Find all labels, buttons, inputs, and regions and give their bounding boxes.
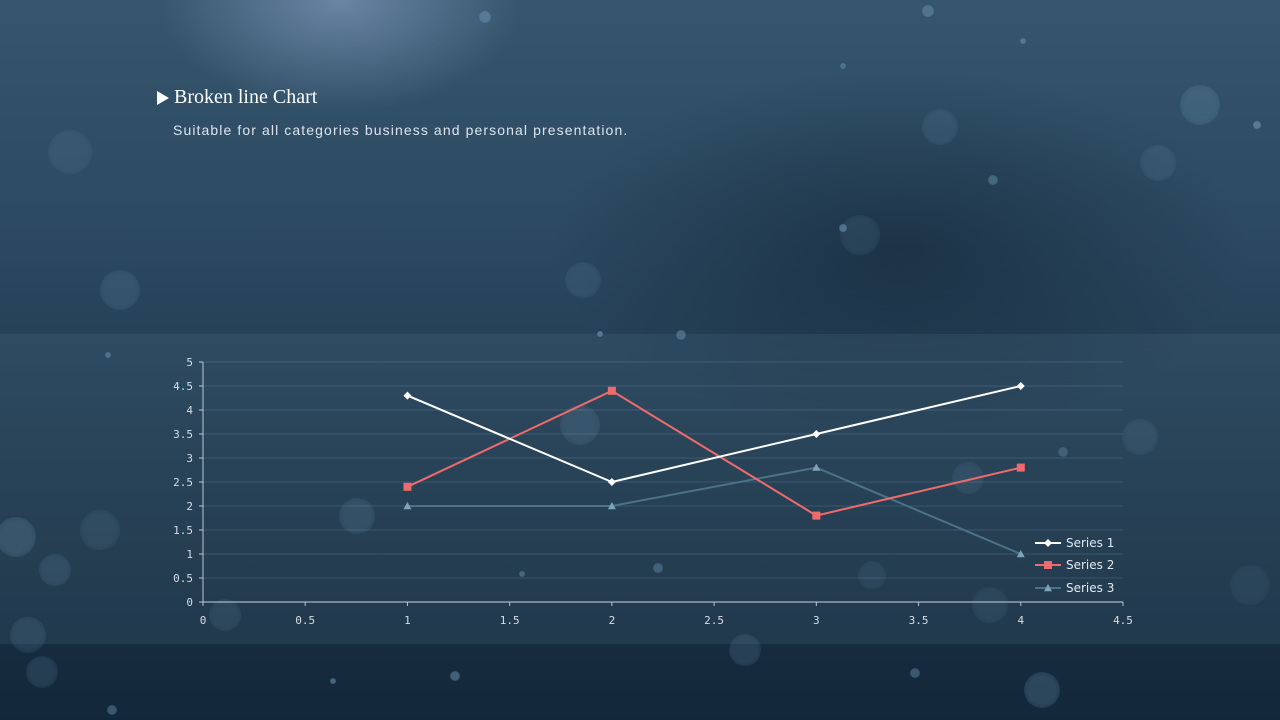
y-tick-label: 1.5 <box>173 524 193 537</box>
y-tick-label: 3 <box>186 452 193 465</box>
y-tick-label: 0 <box>186 596 193 609</box>
x-tick-label: 3 <box>813 614 820 627</box>
x-tick-label: 2.5 <box>704 614 724 627</box>
y-tick-label: 3.5 <box>173 428 193 441</box>
y-tick-label: 4 <box>186 404 193 417</box>
slide-header: Broken line Chart Suitable for all categ… <box>157 86 628 138</box>
legend-label-1: Series 1 <box>1066 536 1114 550</box>
legend-marker-2 <box>1044 561 1052 569</box>
x-tick-label: 1.5 <box>500 614 520 627</box>
series-2-point <box>403 482 412 491</box>
slide-title: Broken line Chart <box>174 86 318 108</box>
legend-marker-1 <box>1044 539 1052 547</box>
legend-label-2: Series 2 <box>1066 558 1114 572</box>
x-tick-label: 2 <box>609 614 616 627</box>
series-1-point <box>607 478 616 486</box>
x-tick-label: 1 <box>404 614 411 627</box>
series-line-1 <box>407 385 1022 483</box>
series-3-point <box>812 463 821 471</box>
y-tick-label: 1 <box>186 548 193 561</box>
title-row: Broken line Chart <box>157 86 628 109</box>
series-3-point <box>607 502 616 510</box>
series-1-point <box>812 430 821 438</box>
x-tick-label: 0.5 <box>295 614 315 627</box>
y-tick-label: 0.5 <box>173 572 193 585</box>
x-tick-label: 0 <box>200 614 207 627</box>
y-tick-label: 5 <box>186 356 193 369</box>
x-tick-label: 4.5 <box>1113 614 1133 627</box>
series-1-point <box>1016 382 1025 390</box>
y-tick-label: 4.5 <box>173 380 193 393</box>
series-3-point <box>1016 550 1025 558</box>
chart-band <box>0 334 1280 644</box>
series-line-3 <box>407 466 1022 555</box>
series-3-point <box>403 502 412 510</box>
series-2-point <box>812 511 821 520</box>
y-tick-label: 2 <box>186 500 193 513</box>
slide-subtitle: Suitable for all categories business and… <box>173 122 629 138</box>
x-tick-label: 4 <box>1017 614 1024 627</box>
play-triangle-icon <box>157 91 169 105</box>
series-2-point <box>1016 463 1025 472</box>
y-tick-label: 2.5 <box>173 476 193 489</box>
legend-marker-3 <box>1044 584 1052 592</box>
series-1-point <box>403 391 412 400</box>
series-2-point <box>607 386 616 395</box>
legend-label-3: Series 3 <box>1066 581 1114 595</box>
x-tick-label: 3.5 <box>909 614 929 627</box>
